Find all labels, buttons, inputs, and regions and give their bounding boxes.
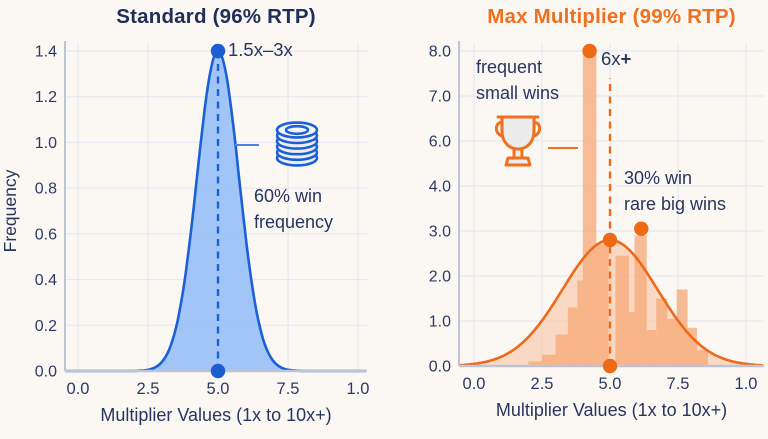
rare-big-wins-line2: rare big wins	[624, 194, 727, 214]
y-tick-label: 2.0	[429, 269, 451, 286]
six-x-plus-label: 6x+	[601, 48, 632, 69]
rare-big-wins-line1: 30% win	[624, 168, 693, 188]
y-axis-label: Frequency	[0, 169, 20, 252]
coin-stack-icon	[270, 116, 324, 177]
histogram-bar	[667, 318, 677, 366]
trophy-icon	[491, 111, 545, 180]
x-tick-label: 2.5	[531, 375, 554, 393]
x-tick-label: 7.5	[277, 380, 300, 398]
y-tick-label: 1.4	[35, 44, 57, 61]
histogram-bar	[697, 350, 708, 366]
y-tick-label: 4.0	[429, 179, 451, 196]
x-tick-label: 5.0	[207, 380, 230, 398]
trophy-callout-line	[548, 147, 578, 149]
y-tick-label: 0.0	[429, 359, 451, 376]
y-tick-label: 0.8	[35, 181, 57, 198]
max-multiplier-title: Max Multiplier (99% RTP)	[487, 5, 736, 28]
y-tick-label: 1.0	[429, 314, 451, 331]
histogram-bar	[687, 327, 698, 366]
y-tick-label: 0.4	[35, 272, 57, 289]
x-tick-label: 0.0	[463, 375, 486, 393]
x-tick-label: 0.0	[67, 380, 90, 398]
y-tick-label: 0.2	[35, 318, 57, 335]
peak-range-label: 1.5x–3x	[228, 39, 293, 60]
marker-dot	[210, 43, 226, 59]
histogram-bar	[615, 255, 630, 366]
histogram-bar	[656, 298, 668, 366]
marker-dot	[210, 363, 226, 379]
y-tick-label: 1.2	[35, 89, 57, 106]
y-tick-label: 7.0	[429, 89, 451, 106]
frequent-wins-line2: small wins	[476, 83, 560, 103]
histogram-bar	[646, 330, 657, 366]
y-tick-label: 8.0	[429, 44, 451, 61]
marker-dot	[582, 43, 597, 59]
histogram-bar	[577, 280, 583, 366]
max-multiplier-panel: Max Multiplier (99% RTP) 0.0 1.0 2.0 3.0 4.0…	[384, 0, 768, 439]
histogram-bar	[567, 307, 578, 366]
rare-big-wins-note: 30% win rare big wins	[624, 165, 726, 217]
x-tick-label: 5.0	[599, 375, 622, 393]
win-frequency-note: 60% win frequency	[254, 183, 333, 235]
frequent-wins-note: frequent small wins	[476, 54, 559, 106]
distribution-area	[459, 240, 764, 366]
y-tick-label: 0.6	[35, 226, 57, 243]
win-frequency-line2: frequency	[254, 212, 334, 232]
histogram-bar	[528, 361, 542, 366]
histogram-bar	[582, 51, 597, 366]
standard-title: Standard (96% RTP)	[116, 5, 316, 28]
marker-dot	[602, 232, 618, 248]
standard-chart: 0.0 0.2 0.4 0.6 0.8 1.0 1.2 1.4 0.0 2.5 5.0 7.5 1.0 M…	[0, 41, 370, 425]
x-tick-label: 2.5	[137, 380, 160, 398]
x-tick-label: 7.5	[667, 375, 690, 393]
marker-dot	[634, 221, 649, 236]
histogram-bar	[555, 334, 568, 366]
histogram-bar	[542, 354, 556, 366]
max-multiplier-chart: 0.0 1.0 2.0 3.0 4.0 6.0 7.0 8.0 0.0 2.5 5.0 7.5 1.0 M…	[429, 41, 764, 420]
x-tick-label: 1.0	[347, 380, 370, 398]
histogram-bar	[634, 235, 647, 366]
x-axis-label: Multiplier Values (1x to 10x+)	[496, 400, 727, 420]
y-tick-label: 0.0	[35, 364, 57, 381]
distribution-area	[65, 51, 367, 371]
y-tick-label: 6.0	[429, 134, 451, 151]
coin-callout-line	[235, 144, 259, 146]
frequent-wins-line1: frequent	[476, 57, 543, 77]
y-tick-label: 3.0	[429, 224, 451, 241]
y-tick-label: 1.0	[35, 135, 57, 152]
histogram-bar	[596, 244, 609, 366]
win-frequency-line1: 60% win	[254, 186, 323, 206]
x-tick-label: 1.0	[735, 375, 758, 393]
standard-panel: Standard (96% RTP) 0.0 0.2 0.4 0.6 0.8 1.0 1.2…	[0, 5, 370, 425]
histogram-bar	[629, 312, 635, 366]
x-axis-label: Multiplier Values (1x to 10x+)	[100, 405, 331, 425]
marker-dot	[602, 358, 618, 374]
